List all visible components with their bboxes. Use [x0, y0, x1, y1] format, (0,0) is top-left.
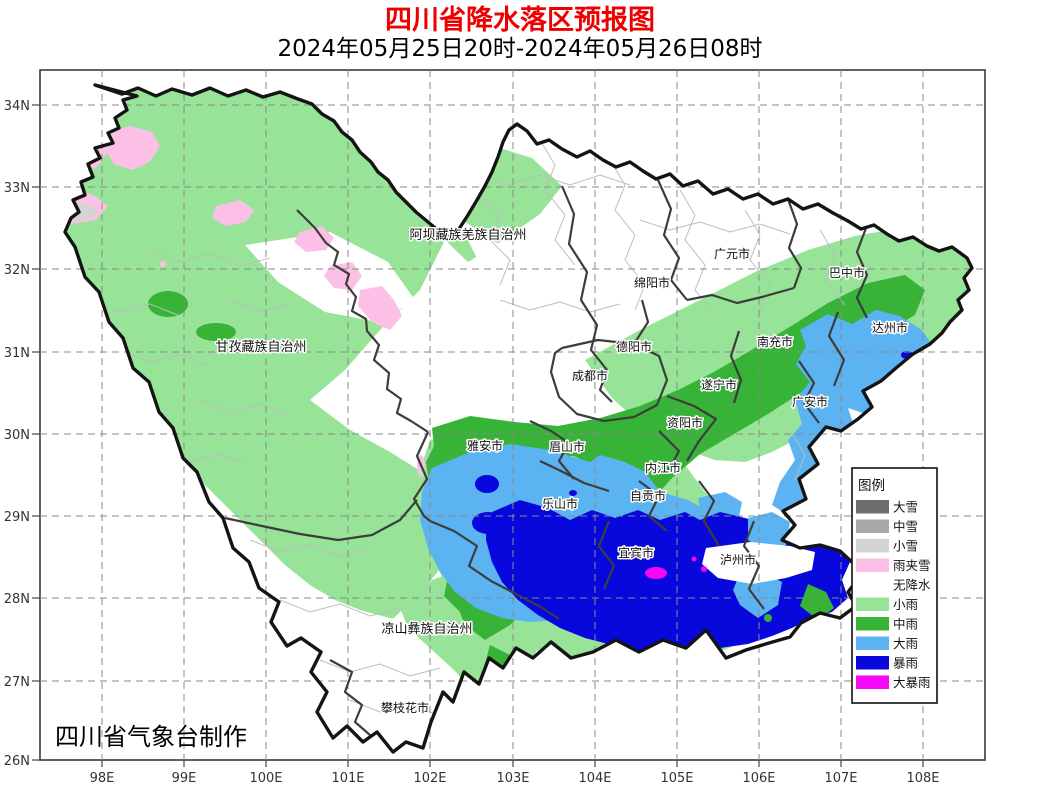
lat-tick-label: 28N — [4, 592, 30, 607]
prefecture-boundaries — [224, 179, 869, 736]
label-nanchong: 南充市 — [757, 334, 793, 349]
label-aba: 阿坝藏族羌族自治州 — [409, 227, 526, 243]
label-neijiang: 内江市 — [645, 460, 681, 475]
legend-label: 无降水 — [893, 578, 931, 593]
page-title: 四川省降水落区预报图 — [385, 5, 655, 36]
legend-swatch-rainstorm — [856, 656, 889, 670]
legend-label: 中雨 — [893, 617, 918, 632]
label-mianyang: 绵阳市 — [634, 275, 670, 290]
legend-swatch-heavy-snow — [856, 500, 889, 514]
lon-tick-label: 108E — [906, 771, 939, 786]
lon-tick-label: 103E — [496, 771, 529, 786]
lat-tick-label: 27N — [4, 675, 30, 690]
lon-tick-label: 106E — [742, 771, 775, 786]
legend-title: 图例 — [858, 478, 885, 494]
lon-tick-label: 102E — [413, 771, 446, 786]
patches-moderate-rain-2 — [764, 584, 834, 622]
lon-axis: 98E 99E 100E 101E 102E 103E 104E 105E 10… — [90, 760, 940, 786]
credit-text: 四川省气象台制作 — [55, 723, 247, 751]
legend-label: 雨夹雪 — [893, 558, 931, 573]
label-yibin: 宜宾市 — [618, 545, 654, 560]
lat-tick-label: 34N — [4, 99, 30, 114]
label-leshan: 乐山市 — [542, 496, 578, 511]
lon-tick-label: 101E — [331, 771, 364, 786]
label-dazhou: 达州市 — [872, 320, 908, 335]
legend-swatch-moderate-snow — [856, 519, 889, 533]
legend-label: 大雨 — [893, 636, 918, 651]
label-bazhong: 巴中市 — [829, 265, 865, 280]
legend-label: 中雪 — [893, 519, 918, 534]
label-suining: 遂宁市 — [701, 377, 737, 392]
legend-label: 大暴雨 — [893, 675, 931, 690]
legend-label: 小雨 — [893, 597, 918, 612]
lat-tick-label: 26N — [4, 754, 30, 769]
legend-swatch-light-snow — [856, 539, 889, 553]
label-ganzi: 甘孜藏族自治州 — [215, 339, 306, 355]
graticule — [40, 70, 985, 760]
legend-swatch-heavy-rain — [856, 636, 889, 650]
label-deyang: 德阳市 — [616, 339, 652, 354]
legend-swatch-light-rain — [856, 597, 889, 611]
patches-heavy-rainstorm — [645, 556, 707, 579]
lat-tick-label: 30N — [4, 428, 30, 443]
lat-tick-label: 33N — [4, 181, 30, 196]
legend-swatch-sleet — [856, 558, 889, 572]
lon-tick-label: 105E — [660, 771, 693, 786]
lat-axis: 34N 33N 32N 31N 30N 29N 28N 27N 26N — [4, 99, 40, 769]
label-chengdu: 成都市 — [572, 368, 608, 383]
legend: 图例 大雪 中雪 小雪 雨夹雪 无降水 小雨 中雨 大雨 暴雨 大暴雨 — [851, 467, 938, 704]
label-yaan: 雅安市 — [467, 438, 503, 453]
legend-label: 大雪 — [893, 500, 918, 515]
label-zigong: 自贡市 — [630, 488, 666, 503]
lon-tick-label: 99E — [172, 771, 197, 786]
legend-swatch-moderate-rain — [856, 617, 889, 631]
lat-tick-label: 32N — [4, 263, 30, 278]
legend-label: 小雪 — [893, 539, 918, 554]
region-labels: 阿坝藏族羌族自治州 甘孜藏族自治州 广元市 绵阳市 巴中市 达州市 德阳市 南充… — [214, 226, 910, 717]
label-ziyang: 资阳市 — [667, 415, 703, 430]
legend-swatch-no-precip — [856, 578, 889, 592]
page-subtitle: 2024年05月25日20时-2024年05月26日08时 — [278, 36, 763, 62]
lat-tick-label: 31N — [4, 346, 30, 361]
lat-tick-label: 29N — [4, 510, 30, 525]
lon-tick-label: 100E — [249, 771, 282, 786]
label-guangan: 广安市 — [792, 394, 828, 409]
lon-tick-label: 107E — [824, 771, 857, 786]
label-guangyuan: 广元市 — [714, 246, 750, 261]
legend-swatch-heavy-rainstorm — [856, 675, 889, 689]
label-panzhihua: 攀枝花市 — [381, 700, 429, 715]
label-meishan: 眉山市 — [549, 439, 585, 454]
lon-tick-label: 104E — [578, 771, 611, 786]
province-boundary — [63, 83, 974, 754]
lon-tick-label: 98E — [90, 771, 115, 786]
label-liangshan: 凉山彝族自治州 — [381, 621, 472, 637]
label-luzhou: 泸州市 — [720, 552, 756, 567]
legend-label: 暴雨 — [893, 656, 918, 671]
